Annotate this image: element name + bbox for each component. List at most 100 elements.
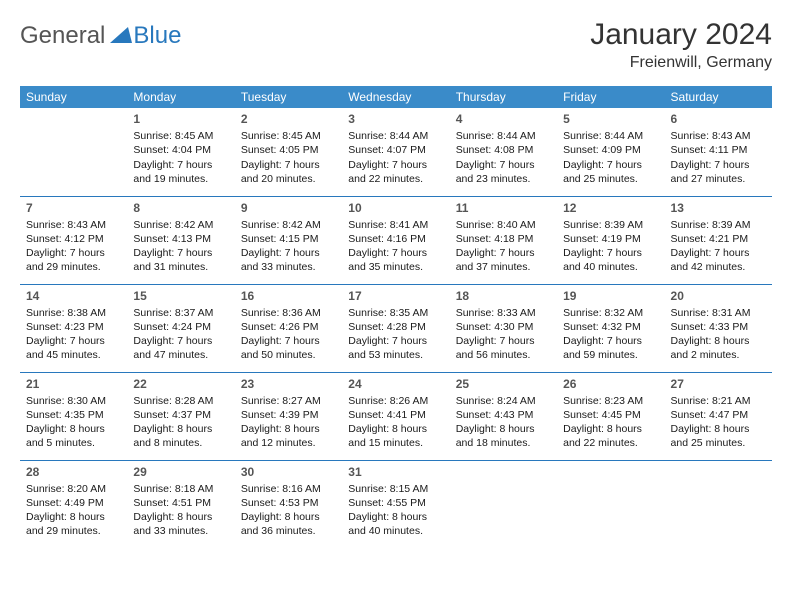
calendar-day-cell: 8Sunrise: 8:42 AMSunset: 4:13 PMDaylight… bbox=[127, 196, 234, 284]
sunrise-text: Sunrise: 8:39 AM bbox=[563, 218, 658, 232]
sunrise-text: Sunrise: 8:33 AM bbox=[456, 306, 551, 320]
sunset-text: Sunset: 4:16 PM bbox=[348, 232, 443, 246]
sunset-text: Sunset: 4:09 PM bbox=[563, 143, 658, 157]
day-number: 11 bbox=[456, 200, 551, 216]
sunset-text: Sunset: 4:28 PM bbox=[348, 320, 443, 334]
calendar-day-cell: 28Sunrise: 8:20 AMSunset: 4:49 PMDayligh… bbox=[20, 460, 127, 548]
sunrise-text: Sunrise: 8:24 AM bbox=[456, 394, 551, 408]
daylight-text: Daylight: 8 hours and 40 minutes. bbox=[348, 510, 443, 538]
day-number: 21 bbox=[26, 376, 121, 392]
day-number: 1 bbox=[133, 111, 228, 127]
calendar-week-row: 21Sunrise: 8:30 AMSunset: 4:35 PMDayligh… bbox=[20, 372, 772, 460]
logo: General Blue bbox=[20, 22, 181, 50]
daylight-text: Daylight: 7 hours and 59 minutes. bbox=[563, 334, 658, 362]
sunrise-text: Sunrise: 8:26 AM bbox=[348, 394, 443, 408]
calendar-day-cell: 19Sunrise: 8:32 AMSunset: 4:32 PMDayligh… bbox=[557, 284, 664, 372]
day-number: 2 bbox=[241, 111, 336, 127]
daylight-text: Daylight: 7 hours and 23 minutes. bbox=[456, 158, 551, 186]
daylight-text: Daylight: 8 hours and 2 minutes. bbox=[671, 334, 766, 362]
daylight-text: Daylight: 8 hours and 36 minutes. bbox=[241, 510, 336, 538]
day-number: 30 bbox=[241, 464, 336, 480]
daylight-text: Daylight: 7 hours and 37 minutes. bbox=[456, 246, 551, 274]
day-number: 6 bbox=[671, 111, 766, 127]
day-number: 22 bbox=[133, 376, 228, 392]
calendar-day-cell bbox=[665, 460, 772, 548]
calendar-week-row: 7Sunrise: 8:43 AMSunset: 4:12 PMDaylight… bbox=[20, 196, 772, 284]
day-number: 19 bbox=[563, 288, 658, 304]
calendar-day-cell: 15Sunrise: 8:37 AMSunset: 4:24 PMDayligh… bbox=[127, 284, 234, 372]
day-number: 28 bbox=[26, 464, 121, 480]
calendar-day-cell: 3Sunrise: 8:44 AMSunset: 4:07 PMDaylight… bbox=[342, 108, 449, 196]
sunrise-text: Sunrise: 8:45 AM bbox=[241, 129, 336, 143]
daylight-text: Daylight: 7 hours and 47 minutes. bbox=[133, 334, 228, 362]
sunset-text: Sunset: 4:19 PM bbox=[563, 232, 658, 246]
sunset-text: Sunset: 4:07 PM bbox=[348, 143, 443, 157]
daylight-text: Daylight: 7 hours and 25 minutes. bbox=[563, 158, 658, 186]
daylight-text: Daylight: 7 hours and 20 minutes. bbox=[241, 158, 336, 186]
sunset-text: Sunset: 4:15 PM bbox=[241, 232, 336, 246]
sunrise-text: Sunrise: 8:36 AM bbox=[241, 306, 336, 320]
calendar-day-cell: 12Sunrise: 8:39 AMSunset: 4:19 PMDayligh… bbox=[557, 196, 664, 284]
calendar-day-cell: 20Sunrise: 8:31 AMSunset: 4:33 PMDayligh… bbox=[665, 284, 772, 372]
day-number: 5 bbox=[563, 111, 658, 127]
sunset-text: Sunset: 4:39 PM bbox=[241, 408, 336, 422]
sunset-text: Sunset: 4:04 PM bbox=[133, 143, 228, 157]
calendar-week-row: 14Sunrise: 8:38 AMSunset: 4:23 PMDayligh… bbox=[20, 284, 772, 372]
day-number: 23 bbox=[241, 376, 336, 392]
day-number: 27 bbox=[671, 376, 766, 392]
calendar-day-cell: 2Sunrise: 8:45 AMSunset: 4:05 PMDaylight… bbox=[235, 108, 342, 196]
calendar-day-cell: 18Sunrise: 8:33 AMSunset: 4:30 PMDayligh… bbox=[450, 284, 557, 372]
calendar-day-cell: 23Sunrise: 8:27 AMSunset: 4:39 PMDayligh… bbox=[235, 372, 342, 460]
daylight-text: Daylight: 8 hours and 29 minutes. bbox=[26, 510, 121, 538]
sunset-text: Sunset: 4:23 PM bbox=[26, 320, 121, 334]
sunrise-text: Sunrise: 8:44 AM bbox=[456, 129, 551, 143]
calendar-day-cell: 1Sunrise: 8:45 AMSunset: 4:04 PMDaylight… bbox=[127, 108, 234, 196]
day-number: 13 bbox=[671, 200, 766, 216]
sunrise-text: Sunrise: 8:21 AM bbox=[671, 394, 766, 408]
day-number: 16 bbox=[241, 288, 336, 304]
daylight-text: Daylight: 7 hours and 56 minutes. bbox=[456, 334, 551, 362]
sunrise-text: Sunrise: 8:39 AM bbox=[671, 218, 766, 232]
day-number: 12 bbox=[563, 200, 658, 216]
daylight-text: Daylight: 8 hours and 25 minutes. bbox=[671, 422, 766, 450]
day-number: 31 bbox=[348, 464, 443, 480]
calendar-day-cell bbox=[20, 108, 127, 196]
sunset-text: Sunset: 4:49 PM bbox=[26, 496, 121, 510]
sunrise-text: Sunrise: 8:15 AM bbox=[348, 482, 443, 496]
calendar-day-cell: 13Sunrise: 8:39 AMSunset: 4:21 PMDayligh… bbox=[665, 196, 772, 284]
weekday-header: Saturday bbox=[665, 86, 772, 108]
calendar-day-cell: 5Sunrise: 8:44 AMSunset: 4:09 PMDaylight… bbox=[557, 108, 664, 196]
daylight-text: Daylight: 7 hours and 29 minutes. bbox=[26, 246, 121, 274]
calendar-day-cell: 26Sunrise: 8:23 AMSunset: 4:45 PMDayligh… bbox=[557, 372, 664, 460]
day-number: 17 bbox=[348, 288, 443, 304]
sunrise-text: Sunrise: 8:31 AM bbox=[671, 306, 766, 320]
sunrise-text: Sunrise: 8:42 AM bbox=[241, 218, 336, 232]
sunset-text: Sunset: 4:35 PM bbox=[26, 408, 121, 422]
sunset-text: Sunset: 4:21 PM bbox=[671, 232, 766, 246]
daylight-text: Daylight: 8 hours and 15 minutes. bbox=[348, 422, 443, 450]
sunrise-text: Sunrise: 8:16 AM bbox=[241, 482, 336, 496]
day-number: 9 bbox=[241, 200, 336, 216]
calendar-day-cell: 30Sunrise: 8:16 AMSunset: 4:53 PMDayligh… bbox=[235, 460, 342, 548]
logo-text-blue: Blue bbox=[133, 22, 181, 50]
calendar-day-cell: 24Sunrise: 8:26 AMSunset: 4:41 PMDayligh… bbox=[342, 372, 449, 460]
sunset-text: Sunset: 4:33 PM bbox=[671, 320, 766, 334]
daylight-text: Daylight: 8 hours and 12 minutes. bbox=[241, 422, 336, 450]
month-title: January 2024 bbox=[590, 18, 772, 52]
daylight-text: Daylight: 7 hours and 35 minutes. bbox=[348, 246, 443, 274]
sunrise-text: Sunrise: 8:37 AM bbox=[133, 306, 228, 320]
sunset-text: Sunset: 4:32 PM bbox=[563, 320, 658, 334]
sunrise-text: Sunrise: 8:28 AM bbox=[133, 394, 228, 408]
sunset-text: Sunset: 4:24 PM bbox=[133, 320, 228, 334]
daylight-text: Daylight: 7 hours and 31 minutes. bbox=[133, 246, 228, 274]
header: General Blue January 2024 Freienwill, Ge… bbox=[20, 18, 772, 72]
weekday-header: Sunday bbox=[20, 86, 127, 108]
calendar-day-cell: 7Sunrise: 8:43 AMSunset: 4:12 PMDaylight… bbox=[20, 196, 127, 284]
calendar-day-cell: 11Sunrise: 8:40 AMSunset: 4:18 PMDayligh… bbox=[450, 196, 557, 284]
calendar-table: SundayMondayTuesdayWednesdayThursdayFrid… bbox=[20, 86, 772, 548]
sunset-text: Sunset: 4:18 PM bbox=[456, 232, 551, 246]
sunset-text: Sunset: 4:51 PM bbox=[133, 496, 228, 510]
calendar-day-cell: 17Sunrise: 8:35 AMSunset: 4:28 PMDayligh… bbox=[342, 284, 449, 372]
sunrise-text: Sunrise: 8:42 AM bbox=[133, 218, 228, 232]
day-number: 7 bbox=[26, 200, 121, 216]
